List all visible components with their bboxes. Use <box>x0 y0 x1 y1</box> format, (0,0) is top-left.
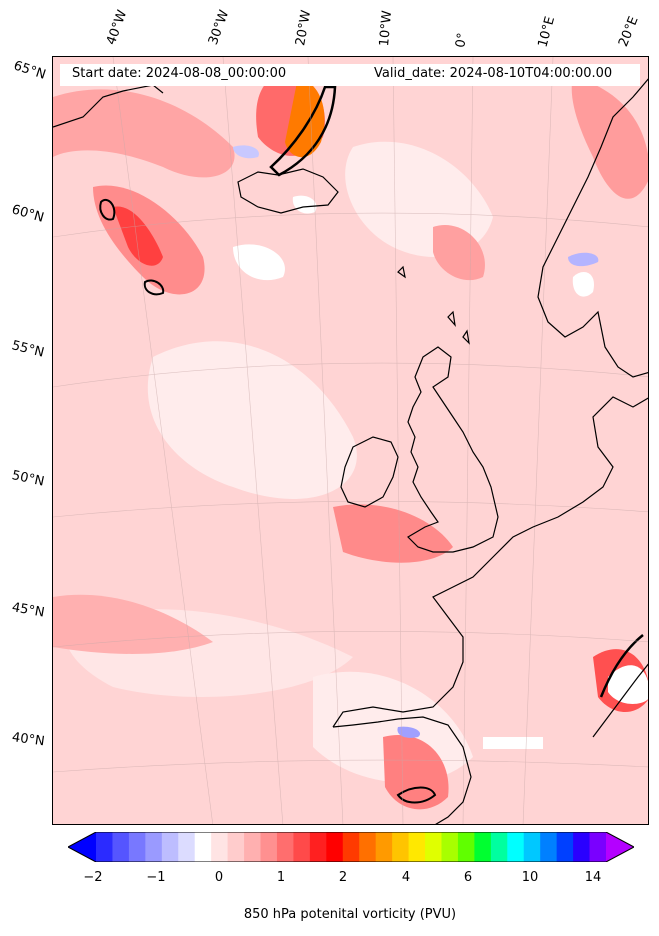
colorbar-segment <box>260 832 278 862</box>
field-masked-zone <box>292 195 317 214</box>
colorbar-segment <box>112 832 130 862</box>
colorbar-segment <box>441 832 459 862</box>
colorbar-segment <box>457 832 475 862</box>
colorbar-segment <box>96 832 113 862</box>
field-negative-zone <box>568 252 599 267</box>
field-high-zone <box>53 594 213 654</box>
pv-field-map <box>53 57 648 824</box>
colorbar-tick: 10 <box>521 870 539 885</box>
colorbar-tick: −1 <box>146 870 166 885</box>
colorbar-segment <box>326 832 344 862</box>
colorbar-segment <box>556 832 574 862</box>
colorbar-tick: 6 <box>463 870 473 885</box>
colorbar-segment <box>161 832 179 862</box>
lat-label-55n: 55°N <box>10 338 46 361</box>
colorbar-extend-max <box>606 832 634 862</box>
colorbar-segment <box>342 832 360 862</box>
field-high-zone <box>571 77 648 199</box>
field-masked-zone <box>608 665 648 704</box>
coastline-greenland <box>53 84 164 128</box>
header-banner <box>60 64 640 86</box>
pv-contour <box>599 634 644 698</box>
field-negative-zone <box>233 145 259 159</box>
colorbar-tick: 0 <box>214 870 224 885</box>
field-high-zone <box>53 89 235 178</box>
field-high-zone <box>113 206 163 266</box>
lat-label-50n: 50°N <box>10 468 46 490</box>
colorbar <box>68 832 634 862</box>
colorbar-segment <box>227 832 245 862</box>
colorbar-segment <box>194 832 212 862</box>
colorbar-segment <box>211 832 229 862</box>
colorbar-segment <box>523 832 541 862</box>
colorbar-label: 850 hPa potenital vorticity (PVU) <box>243 907 457 922</box>
field-negative-zone <box>397 726 421 738</box>
colorbar-segment <box>293 832 311 862</box>
colorbar-tick: 4 <box>401 870 411 885</box>
colorbar-segment <box>128 832 146 862</box>
lon-label-30w: 30°W <box>205 8 233 47</box>
coastline-mediterranean <box>592 663 648 738</box>
colorbar-segment <box>375 832 393 862</box>
colorbar-tick: −2 <box>83 870 103 885</box>
lon-label-10e: 10°E <box>535 14 559 50</box>
colorbar-segment <box>425 832 442 862</box>
colorbar-segment <box>145 832 163 862</box>
field-masked-zone <box>233 244 285 281</box>
colorbar-segment <box>244 832 262 862</box>
valid-date-label: Valid_date: 2024-08-10T04:00:00.00 <box>374 66 613 81</box>
lat-label-45n: 45°N <box>10 600 46 621</box>
colorbar-segment <box>392 832 410 862</box>
colorbar-segment <box>589 832 607 862</box>
colorbar-extend-min <box>68 832 96 862</box>
colorbar-tick: 2 <box>338 870 348 885</box>
lat-label-40n: 40°N <box>10 730 46 750</box>
field-light-zone <box>147 341 357 499</box>
coastline-ireland <box>340 436 399 508</box>
start-date-label: Start date: 2024-08-08_00:00:00 <box>72 66 287 81</box>
coastlines <box>53 78 648 824</box>
field-masked-zone <box>572 272 594 297</box>
colorbar-segment <box>507 832 525 862</box>
colorbar-tick: 14 <box>584 870 602 885</box>
lat-label-65n: 65°N <box>11 58 48 83</box>
coastline-islands <box>397 265 470 345</box>
pv-contour <box>99 199 116 221</box>
field-high-zone <box>433 225 485 281</box>
lat-label-60n: 60°N <box>9 202 46 226</box>
colorbar-segment <box>490 832 508 862</box>
colorbar-tick: 1 <box>276 870 286 885</box>
lon-label-0: 0° <box>453 31 471 49</box>
colorbar-segment <box>178 832 196 862</box>
colorbar-segment <box>276 832 294 862</box>
colorbar-segment <box>408 832 426 862</box>
colorbar-segment <box>573 832 591 862</box>
field-masked-zone <box>483 737 543 749</box>
coastline-scandinavia <box>537 78 648 378</box>
colorbar-segment <box>540 832 558 862</box>
colorbar-segment <box>309 832 327 862</box>
coastline-great-britain <box>407 346 499 553</box>
coastline-iberia <box>332 716 472 824</box>
map-panel <box>52 56 649 825</box>
pv-contour <box>143 279 165 296</box>
field-high-zone <box>285 77 325 158</box>
lon-label-20w: 20°W <box>293 9 315 48</box>
colorbar-segments <box>68 832 634 862</box>
lon-label-40w: 40°W <box>103 8 131 47</box>
pv-contour <box>269 85 337 177</box>
colorbar-segment <box>359 832 377 862</box>
lon-label-10w: 10°W <box>377 9 396 47</box>
pv-contour <box>396 786 437 804</box>
coastline-iceland <box>237 168 339 214</box>
coastline-continent <box>332 396 648 728</box>
colorbar-segment <box>474 832 492 862</box>
lon-label-20e: 20°E <box>616 14 642 49</box>
